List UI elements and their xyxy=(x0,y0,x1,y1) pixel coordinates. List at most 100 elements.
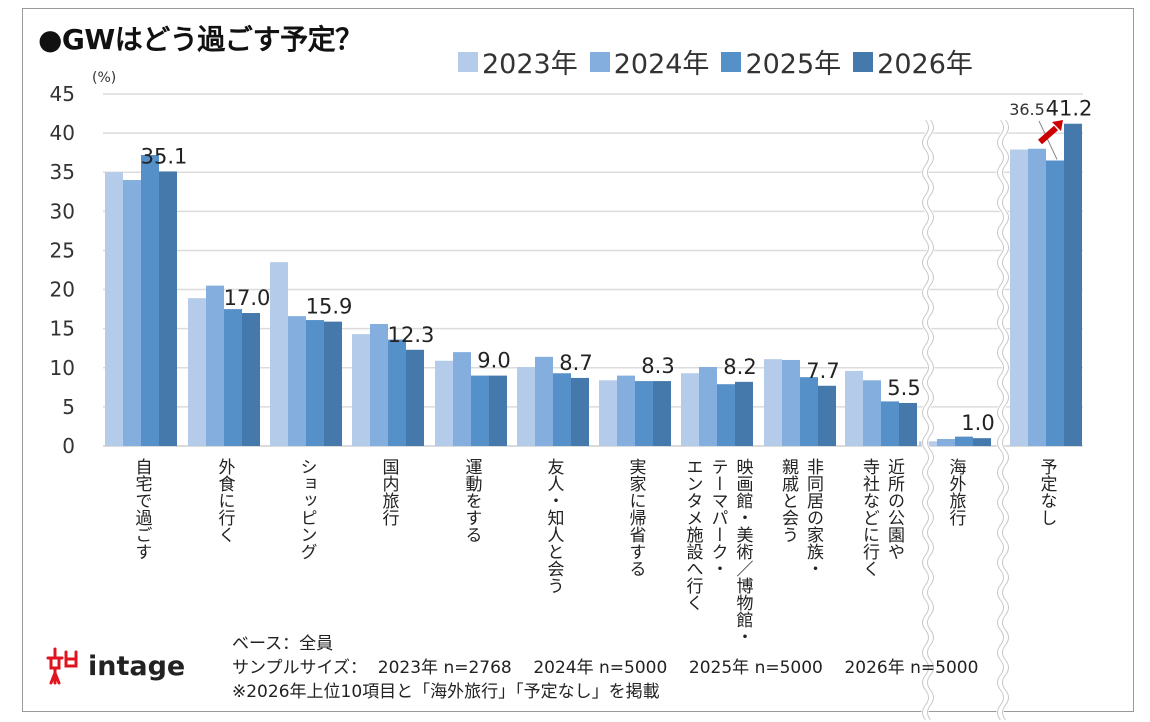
bar-2026年-11 xyxy=(1064,123,1082,447)
y-axis-unit: (%) xyxy=(92,70,117,86)
bar-2023年-8 xyxy=(764,359,782,446)
chart-frame xyxy=(22,8,1134,712)
intage-logo-mark-icon xyxy=(46,647,78,685)
x-axis-label: 海外旅行 xyxy=(945,458,966,526)
increase-arrow-head xyxy=(1052,120,1063,131)
bar-2024年-5 xyxy=(535,356,553,446)
footer-base: ベース：全員 xyxy=(232,634,334,654)
bar-2024年-4 xyxy=(453,352,471,446)
axis-break-line xyxy=(1002,119,1009,721)
data-label: 41.2 xyxy=(1046,97,1093,121)
legend-label: 2023年 xyxy=(482,49,578,80)
bar-2024年-3 xyxy=(370,323,388,446)
bar-2026年-2 xyxy=(324,321,342,446)
increase-arrow-shaft xyxy=(1038,125,1058,145)
legend-swatch xyxy=(853,51,874,72)
legend-item: 2023年 xyxy=(458,42,578,81)
bar-2025年-0 xyxy=(141,155,159,446)
bar-2024年-7 xyxy=(699,366,717,446)
legend-label: 2024年 xyxy=(613,49,710,80)
y-tick-label: 35 xyxy=(50,160,75,184)
bar-2023年-4 xyxy=(435,360,453,446)
axis-break-line xyxy=(927,119,934,721)
y-tick-label: 30 xyxy=(50,199,75,223)
bar-2025年-1 xyxy=(224,309,242,446)
bar-2023年-1 xyxy=(188,298,206,446)
bar-2026年-3 xyxy=(406,349,424,446)
data-label: 1.0 xyxy=(961,411,994,435)
bar-2024年-2 xyxy=(288,316,306,446)
intage-logo: intage xyxy=(46,646,185,686)
bar-2024年-10 xyxy=(937,438,955,446)
bar-2023年-11 xyxy=(1010,149,1028,446)
bar-2026年-1 xyxy=(242,313,260,446)
bar-2023年-7 xyxy=(681,373,699,446)
x-axis-label: 近所の公園や 寺社などに行く xyxy=(859,458,904,577)
bar-2023年-9 xyxy=(845,370,863,446)
x-axis-label: 外食に行く xyxy=(214,458,235,543)
y-tick-label: 0 xyxy=(62,434,75,458)
y-tick-label: 15 xyxy=(50,317,75,341)
y-tick-label: 25 xyxy=(50,238,75,262)
y-tick-label: 10 xyxy=(50,356,75,380)
bar-2026年-7 xyxy=(735,381,753,446)
bar-2024年-9 xyxy=(863,380,881,446)
y-tick-label: 5 xyxy=(62,395,75,419)
axis-break-mask xyxy=(996,117,1010,722)
leader-line xyxy=(1038,120,1058,160)
data-label: 15.9 xyxy=(306,295,353,319)
bar-2026年-4 xyxy=(489,375,507,446)
bar-2024年-6 xyxy=(617,375,635,446)
legend-swatch xyxy=(589,51,610,72)
bar-2023年-0 xyxy=(105,172,123,446)
data-label: 12.3 xyxy=(388,323,435,347)
bar-2026年-0 xyxy=(159,171,177,446)
data-label: 9.0 xyxy=(477,349,510,373)
bar-2025年-6 xyxy=(635,381,653,446)
x-axis-label: 運動をする xyxy=(461,458,482,543)
bar-2024年-11 xyxy=(1028,148,1046,446)
data-label: 5.5 xyxy=(887,376,920,400)
bar-2023年-5 xyxy=(517,366,535,446)
bar-2025年-9 xyxy=(881,401,899,446)
bar-2026年-10 xyxy=(973,438,991,446)
bar-2024年-1 xyxy=(206,285,224,446)
legend-label: 2025年 xyxy=(745,49,842,80)
bar-2025年-8 xyxy=(800,377,818,446)
intage-logo-text: intage xyxy=(88,650,186,682)
x-axis-label: 自宅で過ごす xyxy=(131,458,152,560)
bar-2026年-5 xyxy=(571,377,589,446)
footer-sample-size: サンプルサイズ： 2023年 n=2768 2024年 n=5000 2025年… xyxy=(232,658,979,678)
bar-2025年-4 xyxy=(471,375,489,446)
axis-break-mask xyxy=(921,117,935,722)
data-label: 17.0 xyxy=(224,286,271,310)
y-tick-label: 20 xyxy=(50,278,75,302)
axis-break-line xyxy=(997,119,1004,721)
data-label: 8.2 xyxy=(723,355,756,379)
x-axis-label: 友人・知人と会う xyxy=(543,458,564,594)
x-axis-label: 非同居の家族・ 親戚と会う xyxy=(778,458,823,577)
bar-2023年-6 xyxy=(599,380,617,446)
x-axis-label: 実家に帰省する xyxy=(625,458,646,577)
data-label-2025: 36.5 xyxy=(1009,100,1045,119)
legend-item: 2025年 xyxy=(721,42,841,81)
bar-2025年-11 xyxy=(1046,160,1064,446)
bar-2025年-2 xyxy=(306,320,324,446)
legend-item: 2026年 xyxy=(853,42,973,81)
bar-2026年-8 xyxy=(818,385,836,446)
data-label: 8.7 xyxy=(559,351,592,375)
bar-2023年-2 xyxy=(270,262,288,446)
y-tick-label: 40 xyxy=(50,121,75,145)
bar-2023年-3 xyxy=(352,334,370,446)
x-axis-label: 国内旅行 xyxy=(378,458,399,526)
bar-2025年-10 xyxy=(955,436,973,446)
legend: 2023年 2024年 2025年 2026年 xyxy=(458,42,973,81)
x-axis-label: ショッピング xyxy=(296,458,317,560)
bar-2025年-3 xyxy=(388,339,406,446)
bar-2025年-5 xyxy=(553,373,571,446)
legend-swatch xyxy=(721,51,742,72)
bar-2024年-8 xyxy=(782,359,800,446)
y-tick-label: 45 xyxy=(50,82,75,106)
footer-note: ※2026年上位10項目と「海外旅行」「予定なし」を掲載 xyxy=(232,682,660,702)
